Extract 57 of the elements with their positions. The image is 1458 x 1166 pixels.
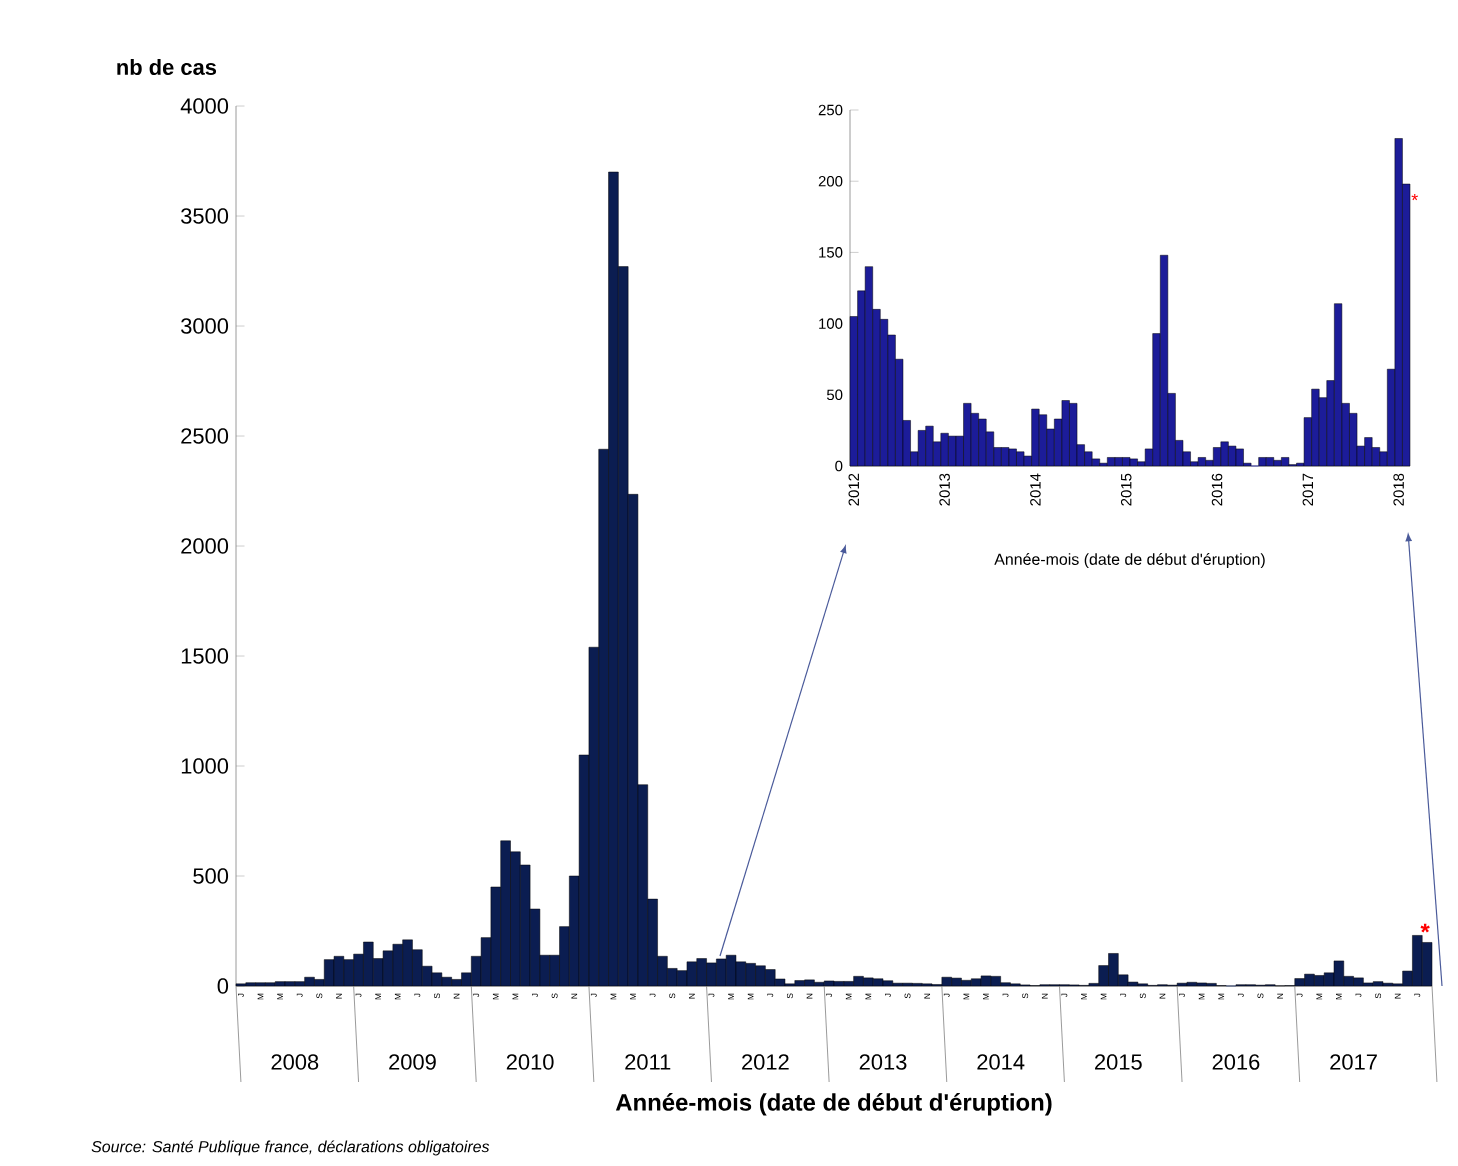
bar	[1258, 457, 1267, 467]
annotation: *	[1411, 193, 1418, 201]
text: 2014	[977, 1054, 1025, 1070]
bar	[1228, 445, 1237, 467]
bar	[978, 418, 987, 467]
bar	[864, 266, 873, 467]
text: 2012	[742, 1054, 789, 1070]
bar	[1069, 403, 1078, 467]
bar	[1160, 255, 1169, 467]
bar	[1213, 447, 1222, 467]
bar	[1038, 414, 1048, 467]
y-tick-label: 1000	[181, 758, 229, 774]
bar	[1281, 457, 1290, 467]
bar	[1122, 457, 1131, 467]
bar	[1235, 448, 1244, 467]
bar	[1265, 457, 1275, 467]
y-axis-title: nb de cas	[117, 58, 217, 75]
bar	[940, 433, 949, 467]
text: 2008	[271, 1054, 319, 1070]
bar	[1394, 138, 1403, 467]
x-axis-title: Année-mois (date de début d'éruption)	[615, 1093, 1052, 1116]
y-tick-label: 2000	[181, 538, 229, 554]
y-tick-label: 0	[217, 978, 229, 994]
bar	[1334, 303, 1343, 467]
bar	[948, 435, 957, 467]
bar	[1031, 408, 1040, 467]
y-tick-label: 1500	[181, 648, 229, 664]
text: 2011	[625, 1054, 671, 1070]
text: 2009	[389, 1054, 436, 1070]
bar	[1061, 400, 1070, 467]
y-tick-label: 2500	[181, 428, 229, 444]
text: 2010	[506, 1054, 554, 1070]
y-tick-label: 3000	[181, 318, 229, 334]
bar	[1220, 441, 1229, 467]
y-tick-label: 500	[193, 868, 229, 884]
bar	[1197, 457, 1206, 467]
y-tick-label: 3500	[181, 208, 229, 224]
bar	[1273, 460, 1282, 467]
bar	[925, 425, 934, 467]
annotation: *	[1420, 923, 1430, 933]
y-tick-label: 4000	[180, 98, 229, 114]
bar	[1008, 448, 1017, 467]
bar	[1114, 457, 1123, 467]
bar	[1016, 451, 1025, 467]
text: 2015	[1095, 1054, 1142, 1070]
bar	[1364, 437, 1373, 467]
bar	[1084, 451, 1093, 467]
text: 2017	[1330, 1054, 1377, 1070]
bar	[1311, 388, 1320, 467]
bar	[963, 403, 972, 467]
text: 2013	[859, 1054, 907, 1070]
bar	[1091, 458, 1100, 467]
text: 2016	[1212, 1054, 1260, 1070]
bar	[1129, 458, 1138, 467]
bar	[1107, 457, 1116, 467]
bar	[917, 430, 926, 467]
bar	[1001, 447, 1010, 467]
